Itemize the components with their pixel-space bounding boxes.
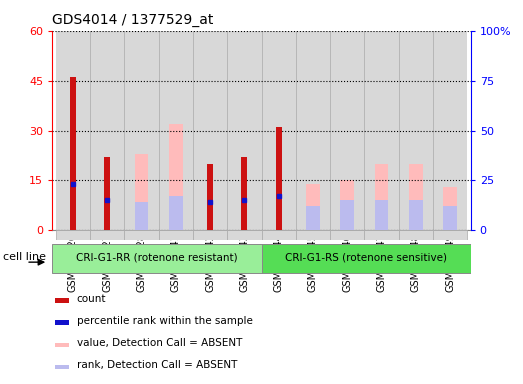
Bar [54,298,69,303]
Bar [296,31,330,230]
Text: GDS4014 / 1377529_at: GDS4014 / 1377529_at [52,13,214,27]
Bar [54,320,69,325]
Bar [124,31,158,230]
Bar [409,164,423,230]
Bar [374,200,389,230]
Text: percentile rank within the sample: percentile rank within the sample [77,316,253,326]
Bar [169,124,183,230]
Bar [399,31,433,230]
Bar [433,31,467,230]
Bar [330,230,365,240]
Bar [90,230,124,240]
Bar [262,243,471,273]
Bar [444,187,457,230]
Bar [104,157,110,230]
Bar [56,31,90,230]
Bar [134,202,149,230]
Bar [207,164,213,230]
Text: rank, Detection Call = ABSENT: rank, Detection Call = ABSENT [77,360,237,370]
Bar [444,207,457,230]
Text: CRI-G1-RS (rotenone sensitive): CRI-G1-RS (rotenone sensitive) [285,253,447,263]
Text: CRI-G1-RR (rotenone resistant): CRI-G1-RR (rotenone resistant) [76,253,238,263]
Bar [54,343,69,347]
Bar [262,31,296,230]
Bar [306,207,320,230]
Bar [330,31,365,230]
Text: count: count [77,293,106,304]
Bar [365,31,399,230]
Bar [70,77,76,230]
Text: value, Detection Call = ABSENT: value, Detection Call = ABSENT [77,338,242,348]
Bar [134,154,149,230]
Bar [227,31,262,230]
Bar [409,200,423,230]
Bar [241,157,247,230]
Bar [365,230,399,240]
Bar [433,230,467,240]
Bar [340,180,354,230]
Bar [193,230,227,240]
Bar [193,31,227,230]
Bar [374,164,389,230]
Bar [276,127,282,230]
Bar [296,230,330,240]
Bar [158,31,193,230]
Bar [340,200,354,230]
Bar [52,243,262,273]
Bar [158,230,193,240]
Bar [306,184,320,230]
Bar [262,230,296,240]
Bar [124,230,158,240]
Bar [399,230,433,240]
Bar [56,230,90,240]
Bar [54,365,69,369]
Text: cell line: cell line [3,252,46,262]
Bar [90,31,124,230]
Bar [227,230,262,240]
Bar [169,197,183,230]
